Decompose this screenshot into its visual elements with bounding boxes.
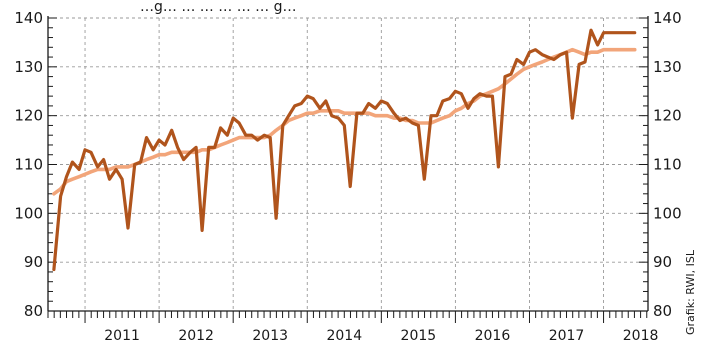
- y-tick-label-right: 110: [653, 156, 682, 174]
- y-tick-label-right: 80: [653, 302, 672, 320]
- x-tick-label: 2017: [549, 328, 585, 344]
- x-axis: 2011 2012 2013 2014 2015 2016 2017 2018: [47, 311, 659, 344]
- series-lines: [52, 28, 637, 272]
- y-tick-label-left: 100: [14, 204, 43, 222]
- y-tick-label-right: 90: [653, 253, 672, 271]
- y-tick-label-left: 140: [14, 9, 43, 27]
- series-line-raw: [52, 28, 637, 272]
- x-tick-label: 2016: [475, 328, 511, 344]
- y-tick-label-left: 90: [24, 253, 43, 271]
- y-tick-label-left: 120: [14, 107, 43, 125]
- x-tick-label: 2015: [401, 328, 437, 344]
- gridlines: [48, 17, 648, 311]
- chart-credit: Grafik: RWI, ISL: [684, 249, 697, 335]
- series-line-smoothed: [52, 47, 637, 196]
- y-tick-label-right: 130: [653, 58, 682, 76]
- y-tick-label-right: 140: [653, 9, 682, 27]
- x-tick-label: 2012: [178, 328, 214, 344]
- y-axis-left: 80 90 100 110 120 130 140: [14, 9, 57, 320]
- x-tick-label: 2013: [252, 328, 288, 344]
- chart-title-fragment: …g… … … … … … g…: [140, 0, 296, 15]
- y-tick-label-right: 100: [653, 204, 682, 222]
- y-tick-label-left: 80: [24, 302, 43, 320]
- y-tick-label-left: 130: [14, 58, 43, 76]
- x-tick-label: 2011: [104, 328, 140, 344]
- x-tick-label: 2014: [326, 328, 362, 344]
- y-tick-label-left: 110: [14, 156, 43, 174]
- x-tick-label: 2018: [623, 328, 659, 344]
- y-tick-label-right: 120: [653, 107, 682, 125]
- y-axis-right: 80 90 100 110 120 130 140: [639, 9, 682, 320]
